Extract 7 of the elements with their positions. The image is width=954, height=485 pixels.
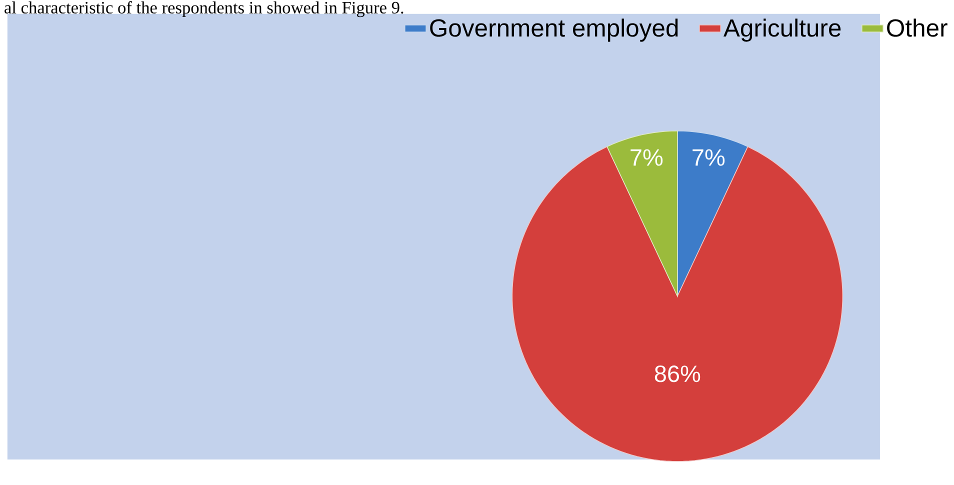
data-label: 7% bbox=[692, 150, 725, 166]
data-label: 7% bbox=[630, 150, 663, 166]
text: al characteristic of the respondents in showed in Figure 9. bbox=[4, 1, 404, 18]
data-label: 86% bbox=[654, 366, 700, 382]
legend-label: Agriculture bbox=[723, 18, 841, 42]
legend-label: Government employed bbox=[430, 18, 678, 42]
legend-label: Other bbox=[887, 18, 948, 38]
